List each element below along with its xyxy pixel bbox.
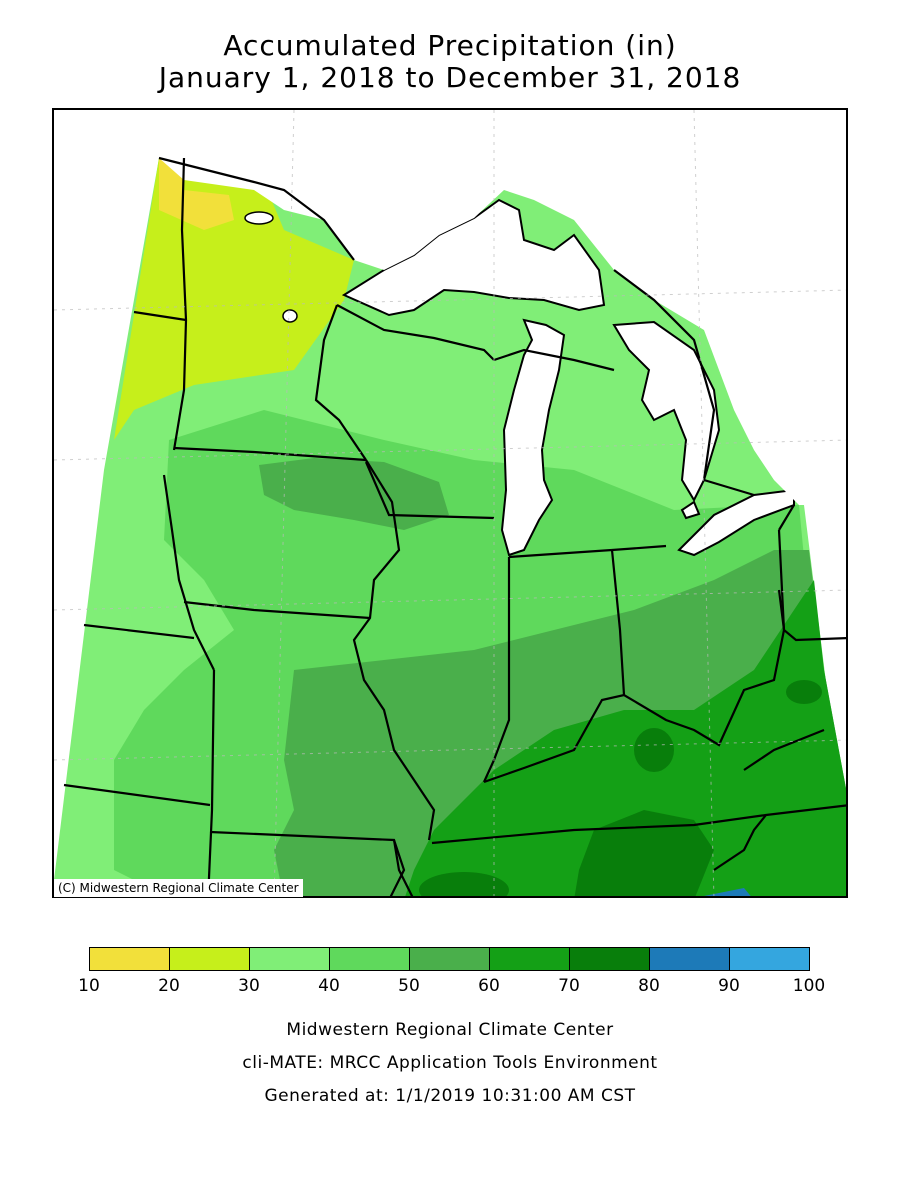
border-mn-wi <box>314 304 367 461</box>
map-copyright: (C) Midwestern Regional Climate Center <box>54 879 303 897</box>
border-mn-mi-up <box>493 348 615 372</box>
precip-field-70-80-tn <box>419 872 509 896</box>
legend-swatch-60-70 <box>489 947 570 971</box>
map-svg <box>54 110 846 896</box>
legend-tick-40: 40 <box>318 976 340 996</box>
precip-field-70-80-kentucky <box>574 810 714 896</box>
lake-st-clair <box>680 500 701 520</box>
graticule <box>54 110 846 896</box>
border-il-in <box>482 557 511 783</box>
border-wi-mi-up <box>336 304 495 361</box>
legend-tick-30: 30 <box>238 976 260 996</box>
legend-swatch-10-20 <box>89 947 170 971</box>
border-tn-ms <box>392 839 414 896</box>
precip-field-60-70 <box>405 580 846 896</box>
border-mi-oh <box>611 544 667 552</box>
legend-swatch-30-40 <box>249 947 330 971</box>
precip-field-80-90 <box>704 888 751 896</box>
border-ks-ne <box>83 623 195 640</box>
lake-superior <box>341 198 606 317</box>
color-legend <box>89 947 810 971</box>
canada-region <box>159 110 846 505</box>
map-title: Accumulated Precipitation (in) <box>223 29 677 62</box>
precip-field-70-80-ky-east <box>634 728 674 772</box>
lake-michigan <box>500 318 566 557</box>
legend-swatch-70-80 <box>569 947 650 971</box>
legend-tick-50: 50 <box>398 976 420 996</box>
border-mo-ks <box>207 669 216 896</box>
legend-swatch-90-100 <box>729 947 810 971</box>
legend-tick-90: 90 <box>718 976 740 996</box>
legend-tick-10: 10 <box>78 976 100 996</box>
border-pa-oh <box>777 529 846 642</box>
precipitation-map <box>52 108 848 898</box>
border-ohio-river <box>483 589 786 784</box>
border-ok-ks <box>63 783 211 807</box>
legend-tick-labels: 10 20 30 40 50 60 70 80 90 100 <box>0 976 900 998</box>
border-iowa-mo <box>183 600 371 620</box>
legend-tick-80: 80 <box>638 976 660 996</box>
border-iowa-ne <box>162 474 215 671</box>
border-wi-il <box>364 461 495 520</box>
border-mississippi <box>352 459 436 841</box>
border-sd-nd <box>133 310 187 322</box>
red-lake <box>244 211 274 225</box>
border-in-oh <box>610 549 626 696</box>
legend-swatch-20-30 <box>169 947 250 971</box>
credit-application: cli-MATE: MRCC Application Tools Environ… <box>242 1053 658 1073</box>
map-date-range: January 1, 2018 to December 31, 2018 <box>158 61 742 94</box>
credit-generated-time: Generated at: 1/1/2019 10:31:00 AM CST <box>264 1086 636 1106</box>
border-va-wv <box>743 728 825 771</box>
legend-tick-60: 60 <box>478 976 500 996</box>
legend-tick-70: 70 <box>558 976 580 996</box>
precip-field-10-20 <box>159 158 234 230</box>
legend-tick-100: 100 <box>792 976 826 996</box>
precip-field-70-80-wv <box>786 680 822 704</box>
border-mn-iowa <box>173 446 367 462</box>
border-in-mi <box>508 548 613 559</box>
legend-tick-20: 20 <box>158 976 180 996</box>
border-lake-erie-ny <box>778 504 795 531</box>
precip-field-50-60-iowa <box>259 458 449 530</box>
legend-swatch-40-50 <box>329 947 410 971</box>
precip-field-20-30 <box>114 158 354 440</box>
legend-swatch-80-90 <box>649 947 730 971</box>
border-mo-ar <box>209 830 406 896</box>
mille-lacs <box>282 309 298 323</box>
legend-swatch-50-60 <box>409 947 490 971</box>
credit-organization: Midwestern Regional Climate Center <box>286 1020 614 1040</box>
state-boundaries <box>63 157 846 896</box>
border-ky-va <box>713 814 767 871</box>
border-ky-tn <box>431 804 846 845</box>
